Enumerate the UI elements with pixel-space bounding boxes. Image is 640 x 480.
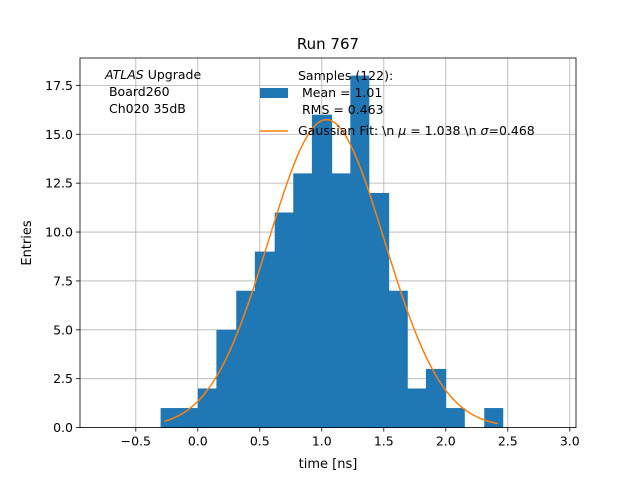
legend-fit-suffix: =0.468 — [488, 123, 534, 138]
x-tick-label: 0.0 — [188, 434, 208, 449]
y-tick-label: 0.0 — [53, 420, 73, 435]
atlas-annotation: ATLAS Upgrade Board260 Ch020 35dB — [104, 67, 201, 116]
histogram-bar — [445, 408, 465, 428]
histogram-bar — [293, 173, 313, 428]
annotation-atlas: ATLAS — [104, 67, 144, 82]
legend-fit-mu: μ — [397, 123, 406, 138]
y-axis-label: Entries — [20, 220, 35, 266]
legend-histogram-line-1: Samples (122): — [298, 68, 393, 83]
y-tick-label: 2.5 — [53, 371, 73, 386]
histogram-bar — [368, 192, 390, 428]
x-tick-label: 0.5 — [250, 434, 270, 449]
x-axis-label: time [ns] — [299, 457, 358, 472]
histogram-bar — [484, 408, 504, 428]
histogram-bar — [180, 408, 199, 428]
legend-fit-mid: = 1.038 \n — [406, 123, 480, 138]
histogram-bar — [197, 388, 217, 428]
legend-histogram-line-2: Mean = 1.01 — [298, 85, 382, 100]
x-tick-label: 3.0 — [560, 434, 580, 449]
x-tick-label: 1.5 — [374, 434, 394, 449]
annotation-line-1: ATLAS Upgrade — [104, 67, 201, 82]
legend-fit-sigma: σ — [481, 123, 490, 138]
plot-frame — [79, 57, 577, 429]
annotation-upgrade: Upgrade — [144, 67, 202, 82]
x-tick-label: 2.0 — [436, 434, 456, 449]
histogram-bar — [216, 329, 237, 428]
histogram-bar — [311, 114, 333, 428]
legend-fit-label: Gaussian Fit: \n μ = 1.038 \n σ=0.468 — [298, 123, 535, 138]
annotation-line-3: Ch020 35dB — [105, 101, 186, 116]
y-tick-label: 5.0 — [53, 322, 73, 337]
x-tick-label: 2.5 — [498, 434, 518, 449]
y-axis-ticks: 0.0 2.5 5.0 7.5 10.0 12.5 15.0 17.5 — [45, 78, 80, 435]
y-tick-label: 12.5 — [45, 176, 73, 191]
legend-histogram-line-3: RMS = 0.463 — [298, 102, 384, 117]
x-axis-ticks: −0.5 0.0 0.5 1.0 1.5 2.0 2.5 3.0 — [121, 427, 580, 449]
histogram-bars — [160, 75, 504, 428]
histogram-bar — [350, 75, 370, 428]
histogram-bar — [274, 212, 294, 428]
legend-fit-prefix: Gaussian Fit: \n — [298, 123, 398, 138]
histogram-bar — [160, 408, 181, 428]
y-tick-label: 15.0 — [45, 127, 73, 142]
legend-histogram-swatch — [260, 88, 288, 98]
gaussian-fit-curve — [164, 118, 499, 425]
histogram-bar — [425, 368, 447, 428]
x-tick-label: −0.5 — [121, 434, 151, 449]
histogram-bar — [331, 173, 351, 428]
x-tick-label: 1.0 — [312, 434, 332, 449]
chart-title: Run 767 — [297, 35, 359, 53]
y-tick-label: 10.0 — [45, 225, 73, 240]
histogram-bar — [407, 388, 427, 428]
histogram-bar — [254, 251, 276, 428]
y-tick-label: 7.5 — [53, 273, 73, 288]
legend: Samples (122): Mean = 1.01 RMS = 0.463 G… — [260, 68, 535, 138]
y-tick-label: 17.5 — [45, 78, 73, 93]
annotation-line-2: Board260 — [105, 84, 170, 99]
histogram-bar — [388, 290, 408, 428]
